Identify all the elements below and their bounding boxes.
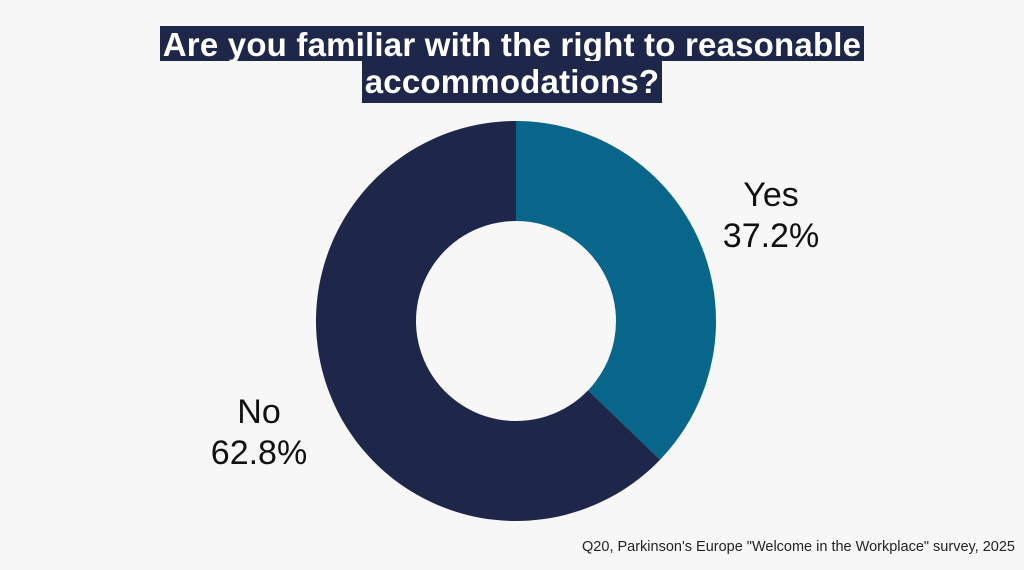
label-yes-name: Yes [743, 176, 799, 214]
donut-slice-yes [516, 121, 716, 460]
label-no-name: No [237, 393, 281, 431]
chart-title: Are you familiar with the right to reaso… [0, 26, 1024, 103]
donut-slice-no [315, 121, 661, 522]
label-yes-value: 37.2% [722, 217, 820, 255]
label-yes: Yes 37.2% [712, 175, 830, 257]
source-note: Q20, Parkinson's Europe "Welcome in the … [582, 539, 1015, 555]
label-no-value: 62.8% [210, 434, 308, 472]
chart-title-line-1: Are you familiar with the right to reaso… [159, 26, 865, 63]
chart-title-line-2: accommodations? [361, 61, 663, 103]
label-no: No 62.8% [200, 392, 318, 474]
